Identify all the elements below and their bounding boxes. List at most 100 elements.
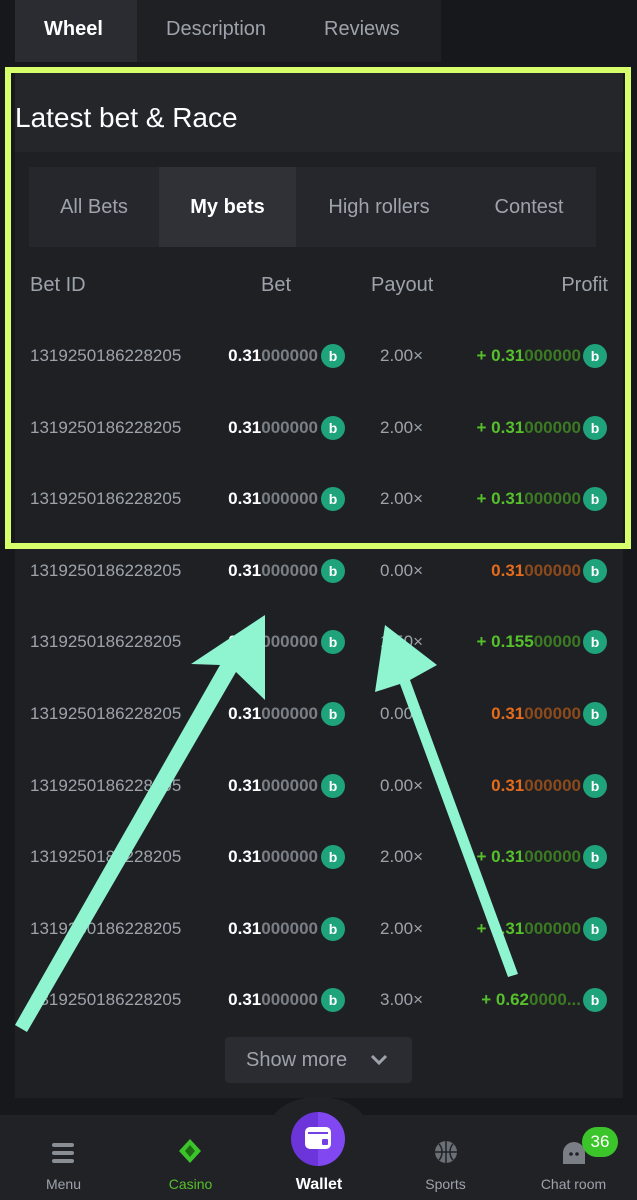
bc-coin-icon: b bbox=[321, 845, 345, 869]
payout: 2.00× bbox=[380, 489, 424, 508]
bet-amount: 0.31000000 bbox=[228, 842, 318, 872]
payout: 1.50× bbox=[380, 632, 424, 651]
bet-amount-tail: 000000 bbox=[261, 776, 318, 795]
profit-main: 0.31 bbox=[491, 704, 525, 723]
bc-coin-icon: b bbox=[321, 559, 345, 583]
table-row[interactable]: 1319250186228205 0.31000000 b 0.00× 0.31… bbox=[15, 771, 623, 801]
profit-sign: + bbox=[476, 346, 492, 365]
bet-amount: 0.31000000 bbox=[228, 985, 318, 1015]
nav-sports[interactable]: Sports bbox=[382, 1115, 509, 1200]
profit-tail: 000000 bbox=[524, 561, 581, 580]
profit-amount: + 0.31000000 bbox=[477, 341, 581, 371]
column-bet-id: Bet ID bbox=[30, 274, 86, 296]
show-more-button[interactable]: Show more bbox=[225, 1037, 412, 1083]
bet-amount: 0.31000000 bbox=[228, 699, 318, 729]
bc-coin-icon: b bbox=[321, 344, 345, 368]
bc-coin-icon: b bbox=[583, 487, 607, 511]
table-row[interactable]: 1319250186228205 0.31000000 b 2.00× + 0.… bbox=[15, 341, 623, 371]
chat-unread-badge: 36 bbox=[582, 1127, 618, 1157]
table-row[interactable]: 1319250186228205 0.31000000 b 2.00× + 0.… bbox=[15, 484, 623, 514]
bet-amount: 0.31000000 bbox=[228, 914, 318, 944]
bet-amount: 0.31000000 bbox=[228, 484, 318, 514]
payout: 0.00× bbox=[380, 704, 424, 723]
table-row[interactable]: 1319250186228205 0.31000000 b 0.00× 0.31… bbox=[15, 556, 623, 586]
bet-amount-tail: 000000 bbox=[261, 489, 318, 508]
bc-coin-icon: b bbox=[321, 487, 345, 511]
bet-amount: 0.31000000 bbox=[228, 556, 318, 586]
bet-amount-tail: 000000 bbox=[261, 632, 318, 651]
tab-reviews[interactable]: Reviews bbox=[324, 18, 400, 40]
profit-main: 0.31 bbox=[491, 561, 525, 580]
nav-chat-label: Chat room bbox=[540, 1176, 607, 1192]
bet-tabs: All Bets My bets High rollers Contest bbox=[29, 167, 596, 247]
bet-amount: 0.31000000 bbox=[228, 627, 318, 657]
nav-chat-room[interactable]: Chat room bbox=[510, 1115, 637, 1200]
panel-header bbox=[15, 70, 623, 152]
tab-description[interactable]: Description bbox=[166, 18, 267, 40]
latest-bets-panel: Latest bet & Race All Bets My bets High … bbox=[15, 70, 623, 1098]
bc-coin-icon: b bbox=[583, 845, 607, 869]
tab-wheel[interactable]: Wheel bbox=[15, 0, 137, 62]
table-row[interactable]: 1319250186228205 0.31000000 b 2.00× + 0.… bbox=[15, 842, 623, 872]
bet-amount-tail: 000000 bbox=[261, 418, 318, 437]
profit-amount: 0.31000000 bbox=[491, 771, 581, 801]
tab-my-bets[interactable]: My bets bbox=[159, 167, 296, 247]
wallet-icon bbox=[305, 1127, 331, 1149]
bet-amount-main: 0.31 bbox=[228, 919, 262, 938]
profit-tail: 000000 bbox=[524, 919, 581, 938]
table-row[interactable]: 1319250186228205 0.31000000 b 3.00× + 0.… bbox=[15, 985, 623, 1015]
tab-all-bets[interactable]: All Bets bbox=[60, 196, 128, 218]
bet-amount-main: 0.31 bbox=[228, 346, 262, 365]
profit-main: 0.31 bbox=[491, 847, 525, 866]
tab-high-rollers[interactable]: High rollers bbox=[328, 196, 430, 218]
column-payout: Payout bbox=[371, 274, 434, 296]
profit-amount: + 0.620000... bbox=[481, 985, 581, 1015]
nav-wallet-label: Wallet bbox=[295, 1176, 343, 1193]
nav-casino[interactable]: Casino bbox=[127, 1115, 254, 1200]
game-tabs: Wheel Description Reviews bbox=[15, 0, 441, 62]
payout: 0.00× bbox=[380, 561, 424, 580]
payout: 2.00× bbox=[380, 919, 424, 938]
profit-amount: 0.31000000 bbox=[491, 699, 581, 729]
table-row[interactable]: 1319250186228205 0.31000000 b 1.50× + 0.… bbox=[15, 627, 623, 657]
bet-id: 1319250186228205 bbox=[30, 489, 182, 508]
bet-id: 1319250186228205 bbox=[30, 919, 182, 938]
nav-menu[interactable]: Menu bbox=[0, 1115, 127, 1200]
bc-coin-icon: b bbox=[321, 702, 345, 726]
payout: 0.00× bbox=[380, 776, 424, 795]
bc-coin-icon: b bbox=[583, 416, 607, 440]
profit-tail: 000000 bbox=[524, 776, 581, 795]
profit-amount: + 0.31000000 bbox=[477, 413, 581, 443]
profit-tail: 000000 bbox=[524, 847, 581, 866]
chevron-down-icon bbox=[370, 1054, 388, 1066]
bet-amount-tail: 000000 bbox=[261, 704, 318, 723]
bet-amount-main: 0.31 bbox=[228, 632, 262, 651]
bc-coin-icon: b bbox=[321, 917, 345, 941]
tab-contest[interactable]: Contest bbox=[494, 196, 564, 218]
bet-amount-tail: 000000 bbox=[261, 919, 318, 938]
column-profit: Profit bbox=[561, 274, 608, 296]
profit-tail: 000000 bbox=[524, 418, 581, 437]
profit-main: 0.31 bbox=[491, 418, 525, 437]
table-row[interactable]: 1319250186228205 0.31000000 b 2.00× + 0.… bbox=[15, 413, 623, 443]
bet-id: 1319250186228205 bbox=[30, 990, 182, 1009]
bc-coin-icon: b bbox=[583, 344, 607, 368]
bc-coin-icon: b bbox=[321, 988, 345, 1012]
show-more-label: Show more bbox=[246, 1049, 348, 1071]
table-row[interactable]: 1319250186228205 0.31000000 b 2.00× + 0.… bbox=[15, 914, 623, 944]
table-row[interactable]: 1319250186228205 0.31000000 b 0.00× 0.31… bbox=[15, 699, 623, 729]
payout: 2.00× bbox=[380, 418, 424, 437]
bc-coin-icon: b bbox=[583, 559, 607, 583]
nav-wallet-button[interactable] bbox=[291, 1112, 345, 1166]
profit-sign: + bbox=[476, 919, 492, 938]
bet-id: 1319250186228205 bbox=[30, 776, 182, 795]
profit-amount: + 0.31000000 bbox=[477, 842, 581, 872]
profit-sign: + bbox=[476, 489, 492, 508]
profit-amount: 0.31000000 bbox=[491, 556, 581, 586]
bet-id: 1319250186228205 bbox=[30, 561, 182, 580]
bet-amount-main: 0.31 bbox=[228, 704, 262, 723]
bet-amount-tail: 000000 bbox=[261, 847, 318, 866]
profit-tail: 00000 bbox=[533, 632, 581, 651]
bet-id: 1319250186228205 bbox=[30, 704, 182, 723]
nav-casino-label: Casino bbox=[168, 1176, 213, 1192]
